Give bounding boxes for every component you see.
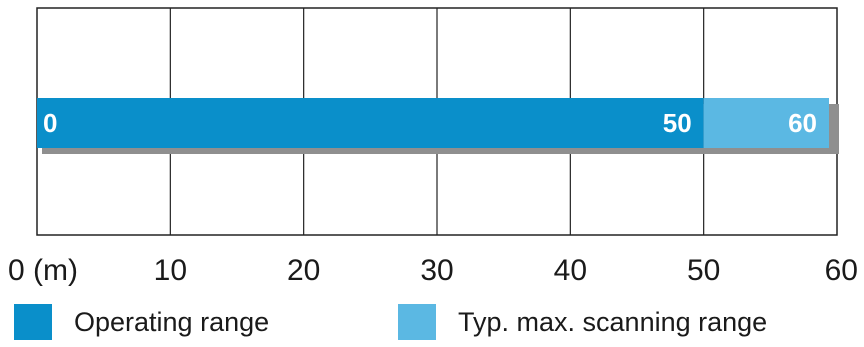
x-tick-label-40: 40 bbox=[554, 254, 587, 287]
legend-swatch-operating-range bbox=[14, 304, 52, 340]
bar-label-end-50: 50 bbox=[663, 108, 692, 138]
bar-label-end-60: 60 bbox=[788, 108, 817, 138]
legend-swatch-max-scanning-range bbox=[398, 304, 436, 340]
bar-label-start-0: 0 bbox=[43, 108, 57, 138]
legend-label-max-scanning-range: Typ. max. scanning range bbox=[458, 306, 768, 337]
x-axis-tick-labels: 0 (m) 10 20 30 40 50 60 bbox=[8, 254, 858, 287]
legend-item-operating-range: Operating range bbox=[14, 304, 269, 340]
bar-segment-max-scanning-range bbox=[703, 98, 829, 148]
x-tick-label-0: 0 (m) bbox=[8, 254, 78, 287]
x-tick-label-60: 60 bbox=[825, 254, 858, 287]
x-tick-label-30: 30 bbox=[420, 254, 453, 287]
range-chart: 0 50 60 0 (m) 10 20 30 40 50 60 bbox=[8, 7, 858, 287]
bar-value-labels: 0 50 60 bbox=[43, 108, 817, 138]
bar-segment-operating-range bbox=[37, 98, 704, 148]
legend-item-max-scanning-range: Typ. max. scanning range bbox=[398, 304, 767, 340]
legend-label-operating-range: Operating range bbox=[74, 306, 270, 337]
range-bars bbox=[37, 98, 839, 154]
x-tick-label-10: 10 bbox=[154, 254, 187, 287]
x-tick-label-20: 20 bbox=[287, 254, 320, 287]
x-tick-label-50: 50 bbox=[687, 254, 720, 287]
